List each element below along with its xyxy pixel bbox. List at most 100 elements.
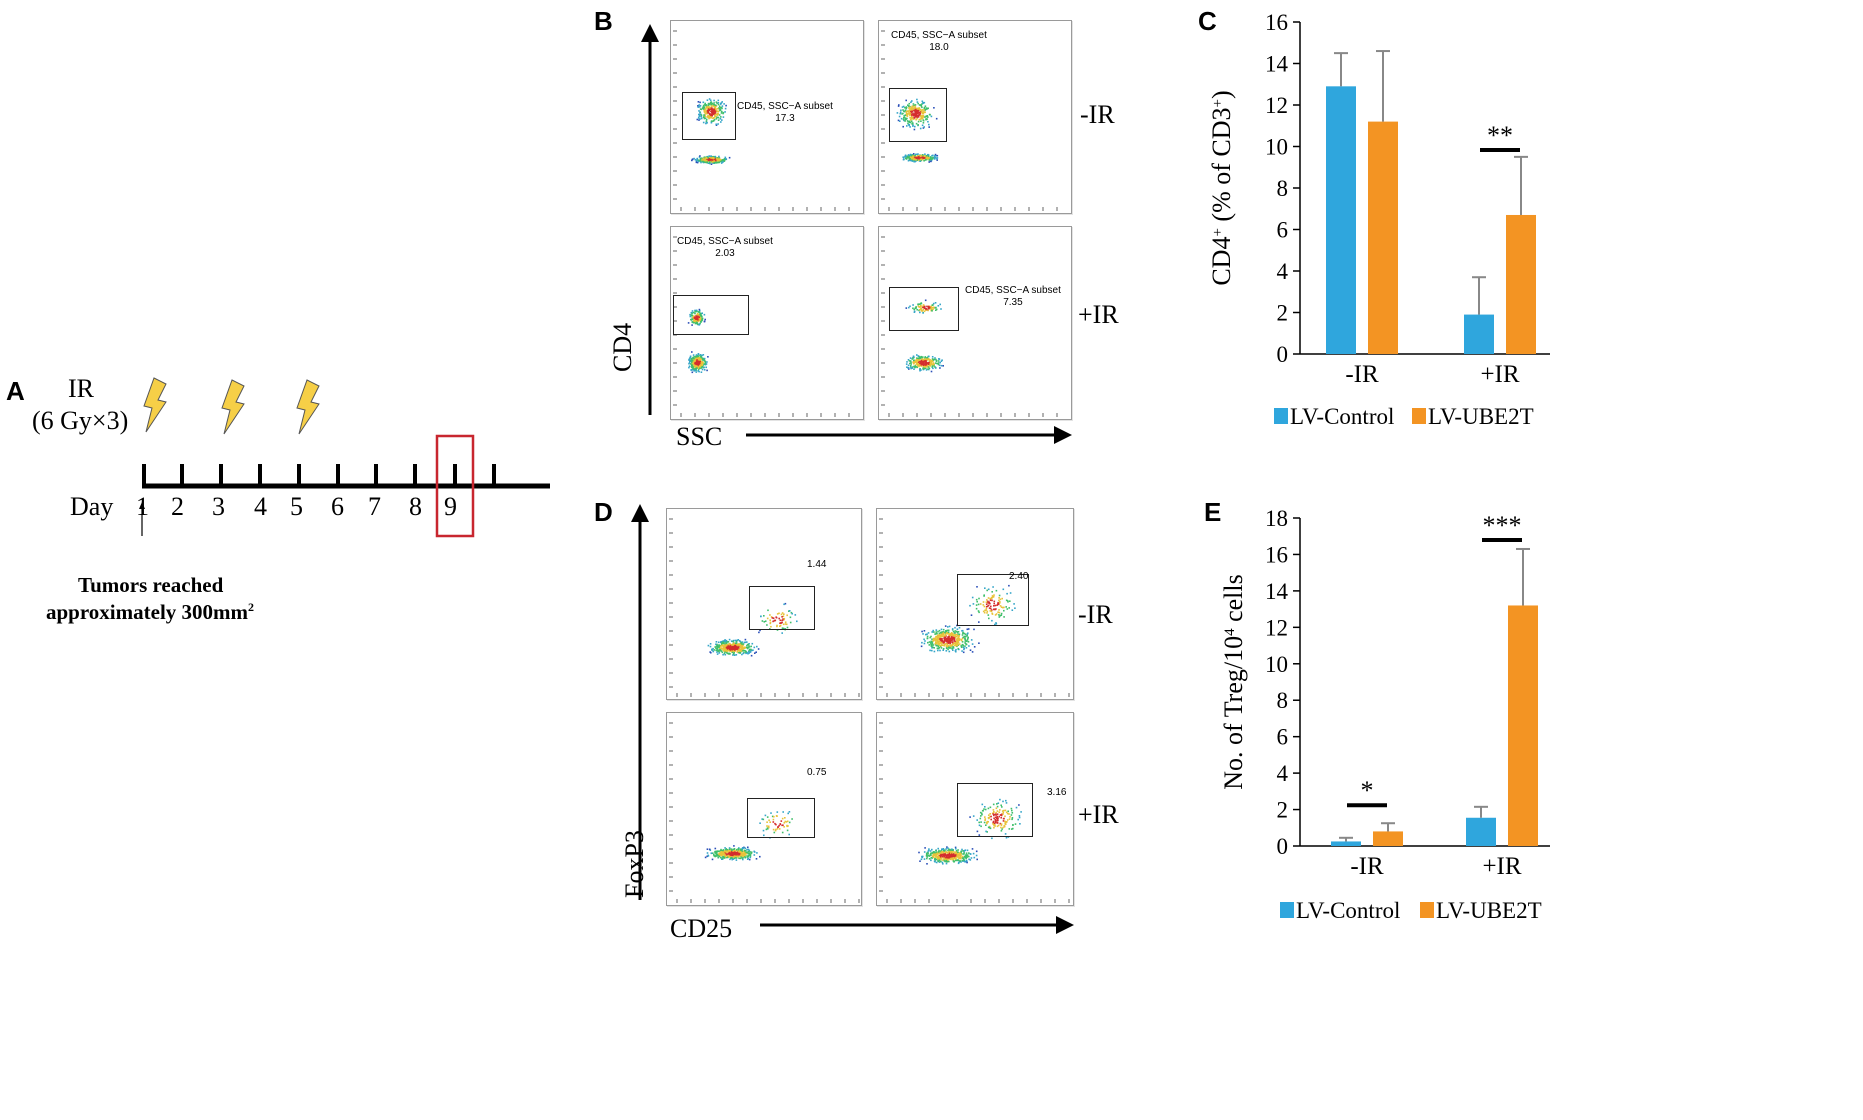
legend-label: LV-Control (1296, 898, 1400, 923)
x-tick-label: -IR (1345, 361, 1379, 388)
density-plot (669, 518, 860, 697)
bar (1466, 817, 1496, 846)
y-tick-label: 8 (1277, 176, 1289, 201)
legend-label: LV-UBE2T (1436, 898, 1542, 923)
lightning-icon (221, 379, 245, 435)
y-tick-label: 10 (1265, 652, 1288, 677)
day-number: 5 (290, 492, 303, 521)
gate-rect (957, 783, 1033, 837)
legend-swatch (1274, 408, 1288, 424)
flow-b-axes (641, 24, 1072, 444)
up-arrow-icon (139, 502, 145, 509)
timeline-graphic (139, 377, 550, 538)
row-label: -IR (1080, 100, 1115, 129)
tumor-note-line2: approximately 300mm2 (46, 600, 255, 624)
bar (1508, 605, 1538, 846)
gate-label: CD45, SSC−A subset 17.3 (737, 101, 833, 124)
gate-rect (682, 92, 736, 140)
y-tick-label: 2 (1277, 798, 1289, 823)
flow-d-y-axis-label: FoxP3 (620, 830, 649, 898)
y-tick-label: 4 (1277, 259, 1289, 284)
legend-label: LV-UBE2T (1428, 404, 1534, 429)
y-tick-label: 6 (1277, 218, 1289, 243)
y-tick-label: 0 (1277, 834, 1289, 859)
y-axis-label: No. of Treg/104 cells (1219, 574, 1248, 790)
y-tick-label: 12 (1265, 615, 1288, 640)
significance-marker: ** (1487, 121, 1513, 150)
y-tick-label: 14 (1265, 579, 1289, 604)
bar-chart-c: 0 2 4 6 8 10 12 14 16 CD4+ (% of CD3+) -IR +IR ** LV-… (1207, 10, 1550, 429)
x-tick-label: +IR (1480, 361, 1519, 388)
lightning-icon (143, 377, 167, 433)
bar (1326, 86, 1356, 354)
legend-swatch (1420, 902, 1434, 918)
timeline-ticks (142, 464, 496, 486)
gate-rect (749, 586, 815, 630)
flow-plot: 3.16 (876, 712, 1074, 906)
day-number: 9 (444, 492, 457, 521)
flow-plot: CD45, SSC−A subset 17.3 (670, 20, 864, 214)
density-plot (879, 722, 1070, 903)
density-plot (673, 236, 850, 417)
gate-rect (747, 798, 815, 838)
flow-b-y-axis-label: CD4 (608, 322, 637, 372)
day-number: 2 (171, 492, 184, 521)
bar (1464, 314, 1494, 354)
y-tick-label: 10 (1265, 135, 1288, 160)
y-tick-label: 4 (1277, 761, 1289, 786)
panel-label-e: E (1204, 497, 1222, 527)
panel-label-a: A (6, 376, 25, 406)
flow-plot: 0.75 (666, 712, 862, 906)
flow-plot: CD45, SSC−A subset 2.03 (670, 226, 864, 420)
flow-plot: CD45, SSC−A subset 18.0 (878, 20, 1072, 214)
legend-label: LV-Control (1290, 404, 1394, 429)
panel-label-d: D (594, 497, 613, 527)
gate-label: CD45, SSC−A subset 2.03 (677, 236, 773, 259)
density-plot (879, 518, 1070, 697)
day-number: 4 (254, 492, 267, 521)
gate-label: 3.16 (1047, 787, 1067, 798)
y-tick-label: 14 (1265, 52, 1289, 77)
flow-plot: CD45, SSC−A subset 7.35 (878, 226, 1072, 420)
bar (1331, 841, 1361, 846)
density-plot (673, 30, 850, 211)
legend-swatch (1280, 902, 1294, 918)
y-tick-label: 12 (1265, 93, 1288, 118)
gate-rect (889, 287, 959, 331)
y-tick-label: 8 (1277, 688, 1289, 713)
y-tick-label: 2 (1277, 301, 1289, 326)
ir-label: IR (68, 374, 94, 403)
significance-marker: *** (1483, 511, 1522, 540)
row-label: +IR (1078, 800, 1119, 829)
ir-dose-label: (6 Gy×3) (32, 406, 129, 435)
y-tick-label: 16 (1265, 10, 1288, 35)
gate-rect (957, 574, 1029, 626)
flow-d-axes (631, 504, 1074, 934)
day-number: 7 (368, 492, 381, 521)
legend-swatch (1412, 408, 1426, 424)
panel-label-b: B (594, 6, 613, 36)
y-tick-label: 18 (1265, 506, 1288, 531)
panel-label-c: C (1198, 6, 1217, 36)
row-label: +IR (1078, 300, 1119, 329)
gate-rect (889, 88, 947, 142)
highlight-box (435, 434, 475, 538)
lightning-icon (296, 379, 320, 435)
day-label: Day (70, 492, 114, 521)
x-tick-label: +IR (1482, 853, 1521, 880)
gate-label: 2.40 (1009, 571, 1029, 582)
y-tick-label: 0 (1277, 342, 1289, 367)
flow-plot: 1.44 (666, 508, 862, 700)
gate-label: CD45, SSC−A subset 7.35 (965, 285, 1061, 308)
gate-label: 1.44 (807, 559, 827, 570)
x-tick-label: -IR (1350, 853, 1384, 880)
bar (1506, 214, 1536, 354)
y-axis-label: CD4+ (% of CD3+) (1207, 90, 1236, 285)
bar (1373, 831, 1403, 846)
gate-label: 0.75 (807, 767, 827, 778)
bar (1368, 121, 1398, 354)
gate-label: CD45, SSC−A subset 18.0 (891, 30, 987, 53)
flow-d-x-axis-label: CD25 (670, 914, 733, 943)
flow-plot: 2.40 (876, 508, 1074, 700)
density-plot (669, 722, 860, 903)
